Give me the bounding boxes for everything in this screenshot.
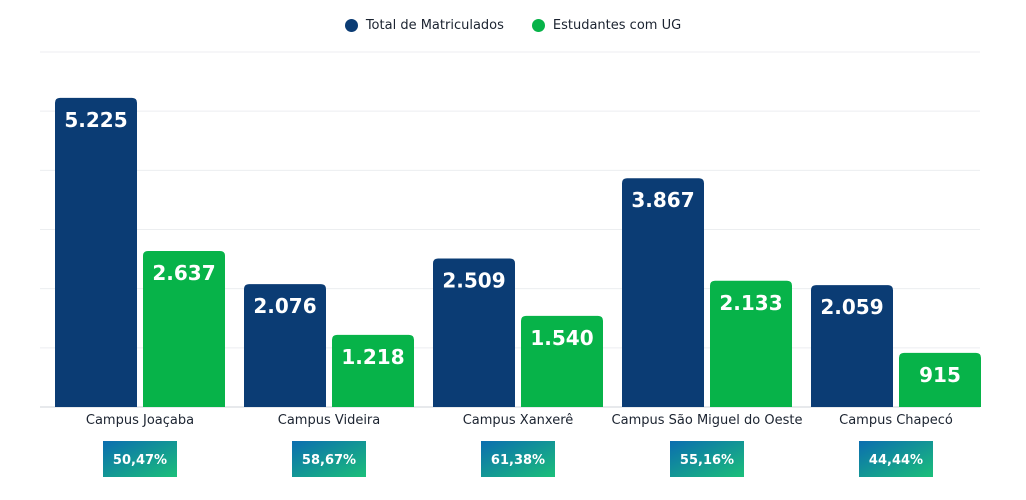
- bar-total-0: [55, 97, 137, 408]
- percentage-badge-1: [292, 441, 366, 477]
- legend-label-total: Total de Matriculados: [365, 18, 504, 33]
- percentage-badge-2: [481, 441, 555, 477]
- legend: Total de Matriculados Estudantes com UG: [0, 18, 1026, 33]
- bar-value-label-total-2: 2.509: [442, 269, 505, 293]
- labels: 5.225 2.637 Campus Joaçaba 50,47% 2.076 1.218…: [64, 108, 961, 468]
- legend-label-ug: Estudantes com UG: [552, 18, 682, 33]
- bar-ug-2: [521, 315, 603, 407]
- bars: [55, 97, 981, 477]
- legend-dot-ug: [531, 19, 545, 32]
- percentage-label-2: 61,38%: [491, 453, 545, 468]
- bar-value-label-ug-2: 1.540: [530, 326, 593, 350]
- bar-ug-3: [710, 280, 792, 407]
- percentage-badge-0: [103, 441, 177, 477]
- bar-value-label-total-0: 5.225: [64, 108, 127, 132]
- percentage-label-1: 58,67%: [302, 453, 356, 468]
- legend-item-ug: Estudantes com UG: [531, 18, 682, 33]
- percentage-badge-4: [859, 441, 933, 477]
- bar-total-3: [622, 178, 704, 407]
- legend-item-total: Total de Matriculados: [344, 18, 504, 33]
- percentage-label-3: 55,16%: [680, 453, 734, 468]
- category-label-0: Campus Joaçaba: [86, 413, 194, 428]
- category-label-1: Campus Videira: [278, 413, 381, 428]
- category-label-2: Campus Xanxerê: [463, 413, 574, 428]
- bar-value-label-ug-0: 2.637: [152, 261, 215, 285]
- bar-ug-4: [899, 352, 981, 407]
- bar-total-1: [244, 284, 326, 407]
- bar-total-2: [433, 258, 515, 407]
- bar-value-label-ug-4: 915: [919, 363, 961, 387]
- legend-dot-total: [344, 19, 358, 32]
- bar-value-label-ug-3: 2.133: [719, 291, 782, 315]
- bar-total-4: [811, 285, 893, 407]
- bar-ug-0: [143, 250, 225, 407]
- bar-value-label-ug-1: 1.218: [341, 345, 404, 369]
- percentage-badge-3: [670, 441, 744, 477]
- bar-ug-1: [332, 334, 414, 407]
- percentage-label-0: 50,47%: [113, 453, 167, 468]
- bar-value-label-total-4: 2.059: [820, 295, 883, 319]
- percentage-label-4: 44,44%: [869, 453, 923, 468]
- category-label-4: Campus Chapecó: [839, 413, 953, 428]
- bar-value-label-total-3: 3.867: [631, 188, 694, 212]
- bar-value-label-total-1: 2.076: [253, 294, 316, 318]
- category-label-3: Campus São Miguel do Oeste: [612, 413, 803, 428]
